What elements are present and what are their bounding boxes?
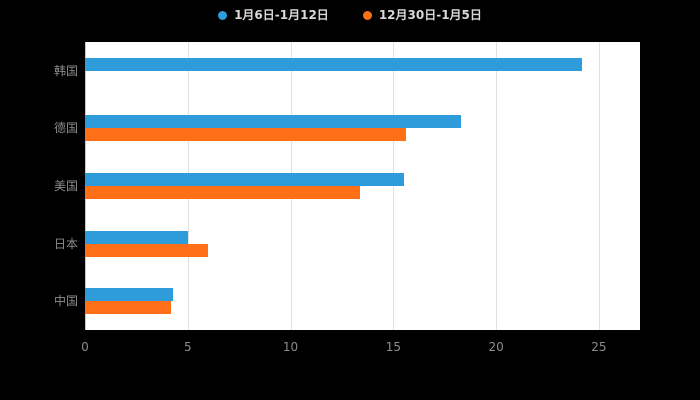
legend-item-series-1[interactable]: 12月30日-1月5日 (362, 8, 482, 22)
gridline-x-25 (598, 42, 600, 330)
y-axis-category-label: 韩国 (53, 63, 78, 78)
bar-series-0-美国[interactable] (85, 173, 404, 186)
x-axis-tick-label: 15 (385, 340, 401, 354)
y-axis-category-label: 美国 (53, 179, 78, 193)
bar-series-1-美国[interactable] (85, 186, 361, 199)
legend-marker-icon (218, 10, 228, 20)
bar-series-1-日本[interactable] (85, 243, 209, 257)
bar-series-0-日本[interactable] (85, 230, 188, 244)
x-axis-tick-label: 25 (591, 340, 607, 354)
plot-area (85, 42, 640, 330)
x-axis-tick-label: 5 (183, 340, 192, 354)
bar-series-0-德国[interactable] (85, 115, 462, 129)
bar-series-0-中国[interactable] (85, 288, 174, 302)
bar-series-1-中国[interactable] (85, 301, 172, 315)
bar-series-1-德国[interactable] (85, 128, 406, 142)
x-axis-tick-label: 20 (488, 340, 504, 354)
legend-item-series-0[interactable]: 1月6日-1月12日 (218, 8, 329, 22)
legend-label: 1月6日-1月12日 (234, 8, 329, 22)
gridline-x-20 (496, 42, 498, 330)
bar-series-0-韩国[interactable] (85, 57, 583, 71)
y-axis-category-label: 中国 (53, 294, 78, 309)
y-axis-category-label: 日本 (53, 236, 78, 251)
legend-marker-icon (362, 10, 372, 20)
legend-label: 12月30日-1月5日 (378, 8, 482, 22)
legend: 1月6日-1月12日 12月30日-1月5日 (0, 8, 700, 22)
x-axis-tick-label: 10 (282, 340, 299, 354)
y-axis-category-label: 德国 (53, 121, 78, 136)
gridline-x-15 (393, 42, 395, 330)
x-axis-tick-label: 0 (81, 340, 89, 354)
